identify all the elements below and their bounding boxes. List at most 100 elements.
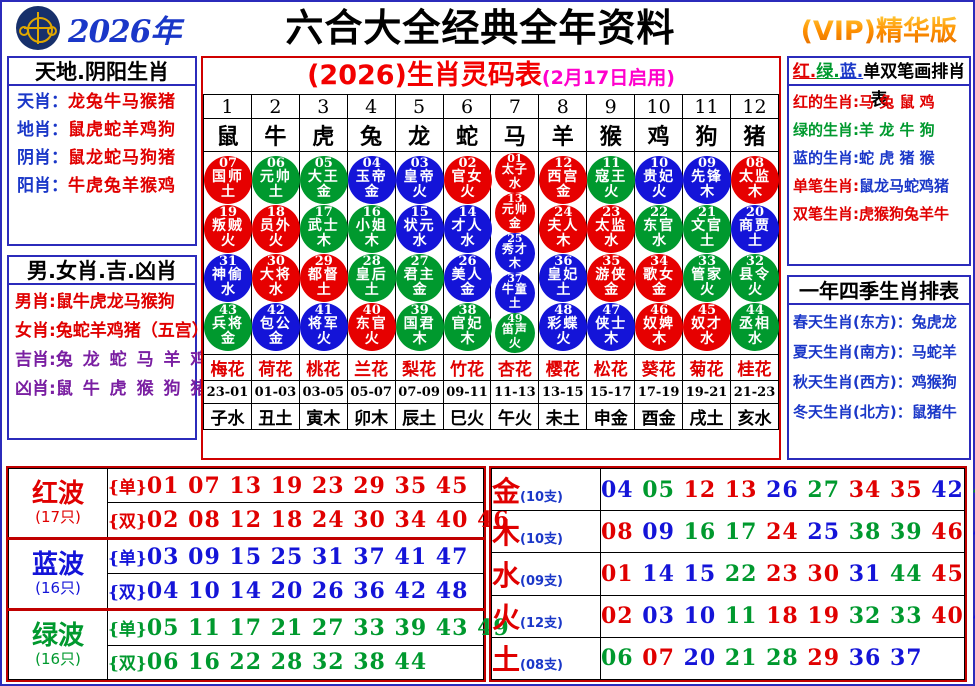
ball-element: 木 [316,232,331,249]
zodiac-ball-29[interactable]: 29 都督土 [299,253,348,302]
zodiac-ball-17[interactable]: 17 武士木 [299,204,348,253]
ball-word: 笛声 [501,322,528,336]
zodiac-ball-43[interactable]: 43 兵将金 [204,302,252,351]
ball-element: 金 [364,183,379,200]
flower-cell-11: 菊花 [682,354,731,381]
ball-word: 寇王 [595,168,628,185]
ball-column-6: 02 官女火 14 才人水 26 美人金 38 官妃木 [442,151,492,355]
zodiac-ball-45[interactable]: 45 奴才水 [683,302,732,351]
ball-number: 39 [410,302,429,318]
ball-element: 火 [412,183,427,200]
zodiac-ball-44[interactable]: 44 丞相水 [730,302,779,351]
element-number-list: 04 05 12 13 26 27 34 35 42 43 [600,467,975,512]
flower-cell-2: 荷花 [250,354,300,381]
ball-number: 41 [314,302,333,318]
ball-element: 土 [316,281,331,298]
time-cell-5: 07-09 [394,380,444,404]
time-cell-10: 17-19 [634,380,684,404]
zodiac-ball-09[interactable]: 09 先锋木 [683,155,732,204]
wave-odd-numbers: {单}05 11 17 21 27 33 39 43 49 [107,608,509,646]
wave-name-3: 绿波 (16只) [8,608,108,680]
zodiac-ball-38[interactable]: 38 官妃木 [443,302,492,351]
ball-word: 皇帝 [403,168,436,185]
ball-element: 水 [412,232,427,249]
zodiac-ball-14[interactable]: 14 才人水 [443,204,492,253]
zodiac-ball-41[interactable]: 41 将军火 [299,302,348,351]
element-number-list: 06 07 20 21 28 29 36 37 [600,636,965,681]
zodiac-ball-30[interactable]: 30 大将水 [251,253,300,302]
ball-element: 金 [604,281,619,298]
element-cell-11: 戌土 [682,403,731,430]
zodiac-ball-40[interactable]: 40 东官火 [347,302,396,351]
zodiac-cell-4: 兔 [346,118,396,152]
zodiac-ball-11[interactable]: 11 寇王火 [587,155,636,204]
zodiac-ball-03[interactable]: 03 皇帝火 [395,155,444,204]
zodiac-ball-04[interactable]: 04 玉帝金 [347,155,396,204]
wave-name-1: 红波 (17只) [8,468,108,539]
zodiac-ball-02[interactable]: 02 官女火 [443,155,492,204]
zodiac-ball-39[interactable]: 39 国君木 [395,302,444,351]
zodiac-ball-46[interactable]: 46 奴婢木 [635,302,684,351]
zodiac-ball-27[interactable]: 27 君主金 [395,253,444,302]
element-cell-12: 亥水 [729,403,780,430]
zodiac-ball-48[interactable]: 48 彩蝶火 [539,302,588,351]
zodiac-ball-42[interactable]: 42 包公金 [251,302,300,351]
zodiac-ball-47[interactable]: 47 侠士木 [587,302,636,351]
ball-word: 奴婢 [643,315,676,332]
flower-cell-7: 杏花 [490,354,540,381]
zodiac-cell-7: 马 [490,118,540,152]
zodiac-ball-20[interactable]: 20 商贾土 [730,204,779,253]
zodiac-ball-32[interactable]: 32 县令火 [730,253,779,302]
zodiac-ball-37[interactable]: 37 牛童土 [494,273,535,313]
zodiac-ball-08[interactable]: 08 太监木 [730,155,779,204]
table-row-times: 23-01 01-03 03-05 05-07 07-09 09-11 11-13 13-15… [203,380,780,404]
zodiac-ball-18[interactable]: 18 员外火 [251,204,300,253]
zodiac-ball-07[interactable]: 07 国师土 [204,155,252,204]
zodiac-ball-19[interactable]: 19 叛贼火 [204,204,252,253]
ball-element: 木 [700,183,715,200]
zodiac-ball-15[interactable]: 15 状元水 [395,204,444,253]
ball-number: 09 [698,155,717,171]
ball-column-8: 12 西宫金 24 夫人木 36 皇妃土 48 彩蝶火 [538,151,588,355]
zodiac-ball-36[interactable]: 36 皇妃土 [539,253,588,302]
zodiac-ball-16[interactable]: 16 小姐木 [347,204,396,253]
ball-number: 17 [314,204,333,220]
ball-element: 火 [747,281,762,298]
zodiac-ball-13[interactable]: 13 元帅金 [494,193,535,233]
main-body: 天地.阴阳生肖 天肖：龙兔牛马猴猪 地肖：鼠虎蛇羊鸡狗 阴肖：鼠龙蛇马狗猪 阳肖… [4,54,973,464]
element-number: 03 [642,603,684,630]
zodiac-ball-28[interactable]: 28 皇后土 [347,253,396,302]
zodiac-cell-6: 蛇 [442,118,492,152]
zodiac-ball-06[interactable]: 06 元帅土 [251,155,300,204]
zodiac-ball-49[interactable]: 49 笛声火 [494,313,535,353]
ball-word: 官女 [451,168,484,185]
zodiac-ball-24[interactable]: 24 夫人木 [539,204,588,253]
zodiac-ball-05[interactable]: 05 大王金 [299,155,348,204]
left-panel1-title: 天地.阴阳生肖 [7,56,197,86]
row-label: 红的生肖: [793,93,859,111]
zodiac-ball-22[interactable]: 22 东官水 [635,204,684,253]
ball-element: 土 [221,183,235,200]
ball-word: 东官 [355,315,388,332]
zodiac-ball-35[interactable]: 35 游侠金 [587,253,636,302]
zodiac-ball-21[interactable]: 21 文官土 [683,204,732,253]
list-item: 凶肖:鼠 牛 虎 猴 狗 猪 [15,379,210,399]
list-item: 女肖:兔蛇羊鸡猪（五宫） [15,321,209,341]
zodiac-table-title-sub: (2月17日启用) [541,67,675,89]
zodiac-ball-25[interactable]: 25 秀才木 [494,233,535,273]
zodiac-ball-01[interactable]: 01 太子水 [494,153,535,193]
zodiac-ball-23[interactable]: 23 太监水 [587,204,636,253]
zodiac-ball-12[interactable]: 12 西宫金 [539,155,588,204]
even-number-list: 04 10 14 20 26 36 42 48 [146,578,469,605]
element-number: 32 [848,603,890,630]
zodiac-ball-34[interactable]: 34 歌女金 [635,253,684,302]
zodiac-cell-9: 猴 [586,118,636,152]
zodiac-ball-26[interactable]: 26 美人金 [443,253,492,302]
zodiac-ball-10[interactable]: 10 贵妃火 [635,155,684,204]
ball-word: 贵妃 [643,168,676,185]
zodiac-ball-33[interactable]: 33 管家火 [683,253,732,302]
list-item: 夏天生肖(南方)：马蛇羊 [793,343,957,361]
left-panel2-body: 男肖:鼠牛虎龙马猴狗 女肖:兔蛇羊鸡猪（五宫） 吉肖:兔 龙 蛇 马 羊 鸡 凶… [7,285,210,440]
even-tag: {双} [108,654,147,675]
zodiac-ball-31[interactable]: 31 神偷水 [204,253,252,302]
